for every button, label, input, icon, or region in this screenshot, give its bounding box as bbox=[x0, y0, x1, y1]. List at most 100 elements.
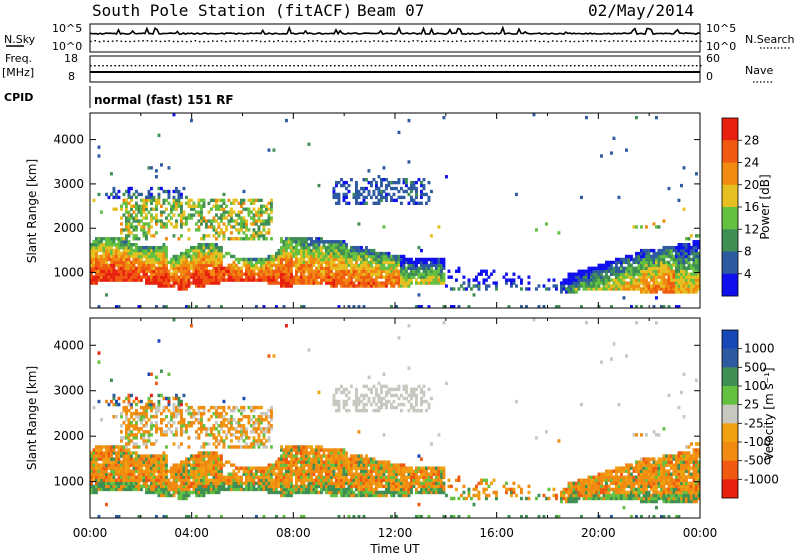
velocity-cell bbox=[212, 411, 216, 416]
power-cell bbox=[652, 281, 656, 285]
power-cell bbox=[325, 251, 328, 256]
power-cell bbox=[677, 278, 681, 282]
velocity-cell bbox=[240, 481, 243, 486]
velocity-cell bbox=[240, 433, 243, 437]
velocity-cell bbox=[147, 466, 151, 470]
velocity-cell bbox=[115, 399, 118, 404]
power-cell bbox=[100, 243, 103, 247]
power-cell bbox=[597, 278, 601, 282]
velocity-cell bbox=[90, 469, 93, 473]
search-noise-dot bbox=[625, 40, 628, 42]
power-cell bbox=[602, 269, 606, 273]
power-cell bbox=[340, 243, 343, 247]
power-cell bbox=[610, 287, 613, 291]
power-cell bbox=[222, 231, 226, 235]
power-cell bbox=[200, 251, 203, 256]
power-cell bbox=[640, 225, 643, 229]
power-cell bbox=[572, 275, 576, 279]
power-cell bbox=[227, 269, 231, 273]
velocity-cell bbox=[210, 478, 213, 483]
power-cell bbox=[157, 257, 161, 262]
velocity-cell bbox=[270, 427, 273, 431]
power-cell bbox=[247, 275, 251, 279]
power-cell bbox=[205, 266, 208, 270]
power-cell bbox=[615, 287, 618, 291]
velocity-cell bbox=[180, 478, 183, 483]
power-cell bbox=[397, 263, 401, 268]
power-cell bbox=[252, 219, 256, 223]
power-cell bbox=[147, 166, 151, 170]
power-cell bbox=[120, 266, 123, 270]
y-tick-label: 2000 bbox=[53, 221, 84, 235]
power-cell bbox=[137, 266, 141, 270]
power-cell bbox=[470, 287, 473, 291]
power-cell bbox=[665, 260, 668, 265]
power-cell bbox=[410, 269, 413, 273]
velocity-cell bbox=[217, 433, 221, 437]
power-cell bbox=[185, 251, 188, 256]
power-cell bbox=[432, 272, 436, 276]
power-cell bbox=[227, 219, 231, 223]
power-cell bbox=[182, 251, 186, 256]
power-cell bbox=[240, 198, 243, 203]
power-cell bbox=[205, 272, 208, 276]
power-cell bbox=[457, 287, 461, 291]
velocity-cell bbox=[235, 487, 238, 492]
power-cell bbox=[290, 240, 293, 244]
power-cell bbox=[207, 248, 211, 253]
power-cell bbox=[267, 231, 271, 235]
power-cell bbox=[662, 254, 666, 259]
power-cell bbox=[160, 257, 163, 262]
power-cell bbox=[382, 266, 386, 270]
power-cell bbox=[160, 281, 163, 285]
velocity-cell bbox=[102, 457, 106, 461]
power-cell bbox=[212, 281, 216, 285]
power-cell bbox=[390, 278, 393, 282]
velocity-cell bbox=[275, 472, 278, 476]
power-cell bbox=[152, 254, 156, 259]
power-cell bbox=[612, 278, 616, 282]
power-cell bbox=[127, 219, 131, 223]
velocity-cell bbox=[122, 457, 126, 461]
power-cell bbox=[252, 275, 256, 279]
velocity-cell bbox=[190, 421, 193, 425]
velocity-cell bbox=[162, 475, 166, 480]
velocity-cell bbox=[150, 402, 153, 407]
power-cell bbox=[327, 281, 331, 285]
power-cell bbox=[240, 204, 243, 208]
power-cell bbox=[222, 216, 226, 220]
velocity-cell bbox=[227, 418, 231, 422]
power-cell bbox=[375, 266, 378, 270]
velocity-cell bbox=[142, 475, 146, 480]
power-cell bbox=[202, 254, 206, 259]
velocity-cell bbox=[255, 418, 258, 422]
velocity-cell bbox=[167, 487, 171, 492]
power-cell bbox=[395, 266, 398, 270]
power-cell bbox=[260, 263, 263, 268]
power-cell bbox=[112, 248, 116, 253]
search-noise-dot bbox=[172, 40, 175, 43]
velocity-cell bbox=[265, 481, 268, 486]
power-cell bbox=[675, 290, 678, 294]
velocity-cell bbox=[250, 481, 253, 486]
power-colorbar-label: Power [dB] bbox=[758, 174, 772, 239]
power-cell bbox=[322, 266, 326, 270]
power-cell bbox=[362, 189, 366, 194]
velocity-cell bbox=[177, 399, 181, 404]
power-cell bbox=[150, 166, 153, 170]
power-cell bbox=[267, 260, 271, 265]
velocity-cell bbox=[115, 402, 118, 407]
power-cell bbox=[557, 231, 561, 235]
power-cell bbox=[375, 272, 378, 276]
velocity-cell bbox=[275, 487, 278, 492]
power-cell bbox=[215, 201, 218, 205]
power-cell bbox=[92, 266, 96, 270]
velocity-cell bbox=[120, 454, 123, 458]
velocity-cell bbox=[192, 411, 196, 416]
power-cell bbox=[290, 269, 293, 273]
power-cell bbox=[320, 257, 323, 262]
power-cell bbox=[692, 287, 696, 291]
power-cell bbox=[332, 281, 336, 285]
power-cell bbox=[255, 213, 258, 217]
power-cell bbox=[572, 281, 576, 285]
